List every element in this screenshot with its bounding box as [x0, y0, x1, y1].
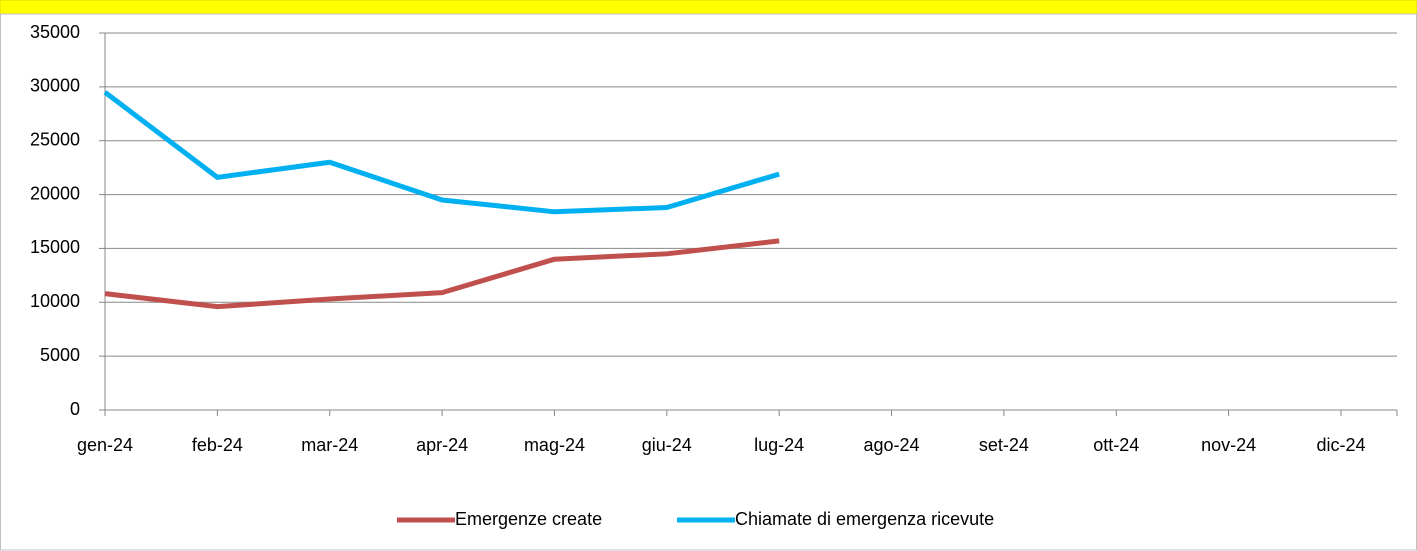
series-line [103, 90, 780, 215]
y-tick-label: 15000 [30, 237, 80, 257]
x-tick-label: gen-24 [77, 435, 133, 455]
legend-label: Chiamate di emergenza ricevute [735, 509, 994, 529]
y-tick-label: 30000 [30, 76, 80, 96]
x-tick-label: lug-24 [754, 435, 804, 455]
x-tick-label: feb-24 [192, 435, 243, 455]
x-tick-label: mar-24 [301, 435, 358, 455]
y-tick-label: 0 [70, 399, 80, 419]
x-tick-label: giu-24 [642, 435, 692, 455]
title-bar [0, 0, 1417, 15]
series-line [104, 238, 780, 310]
x-tick-label: nov-24 [1201, 435, 1256, 455]
y-tick-label: 5000 [40, 345, 80, 365]
y-tick-label: 10000 [30, 291, 80, 311]
x-tick-label: ott-24 [1093, 435, 1139, 455]
x-tick-label: dic-24 [1316, 435, 1365, 455]
y-tick-label: 25000 [30, 129, 80, 149]
chart-frame [0, 13, 1417, 551]
y-tick-label: 20000 [30, 183, 80, 203]
y-tick-label: 35000 [30, 22, 80, 42]
x-tick-label: apr-24 [416, 435, 468, 455]
x-tick-label: ago-24 [864, 435, 920, 455]
x-tick-label: mag-24 [524, 435, 585, 455]
legend-label: Emergenze create [455, 509, 602, 529]
x-tick-label: set-24 [979, 435, 1029, 455]
